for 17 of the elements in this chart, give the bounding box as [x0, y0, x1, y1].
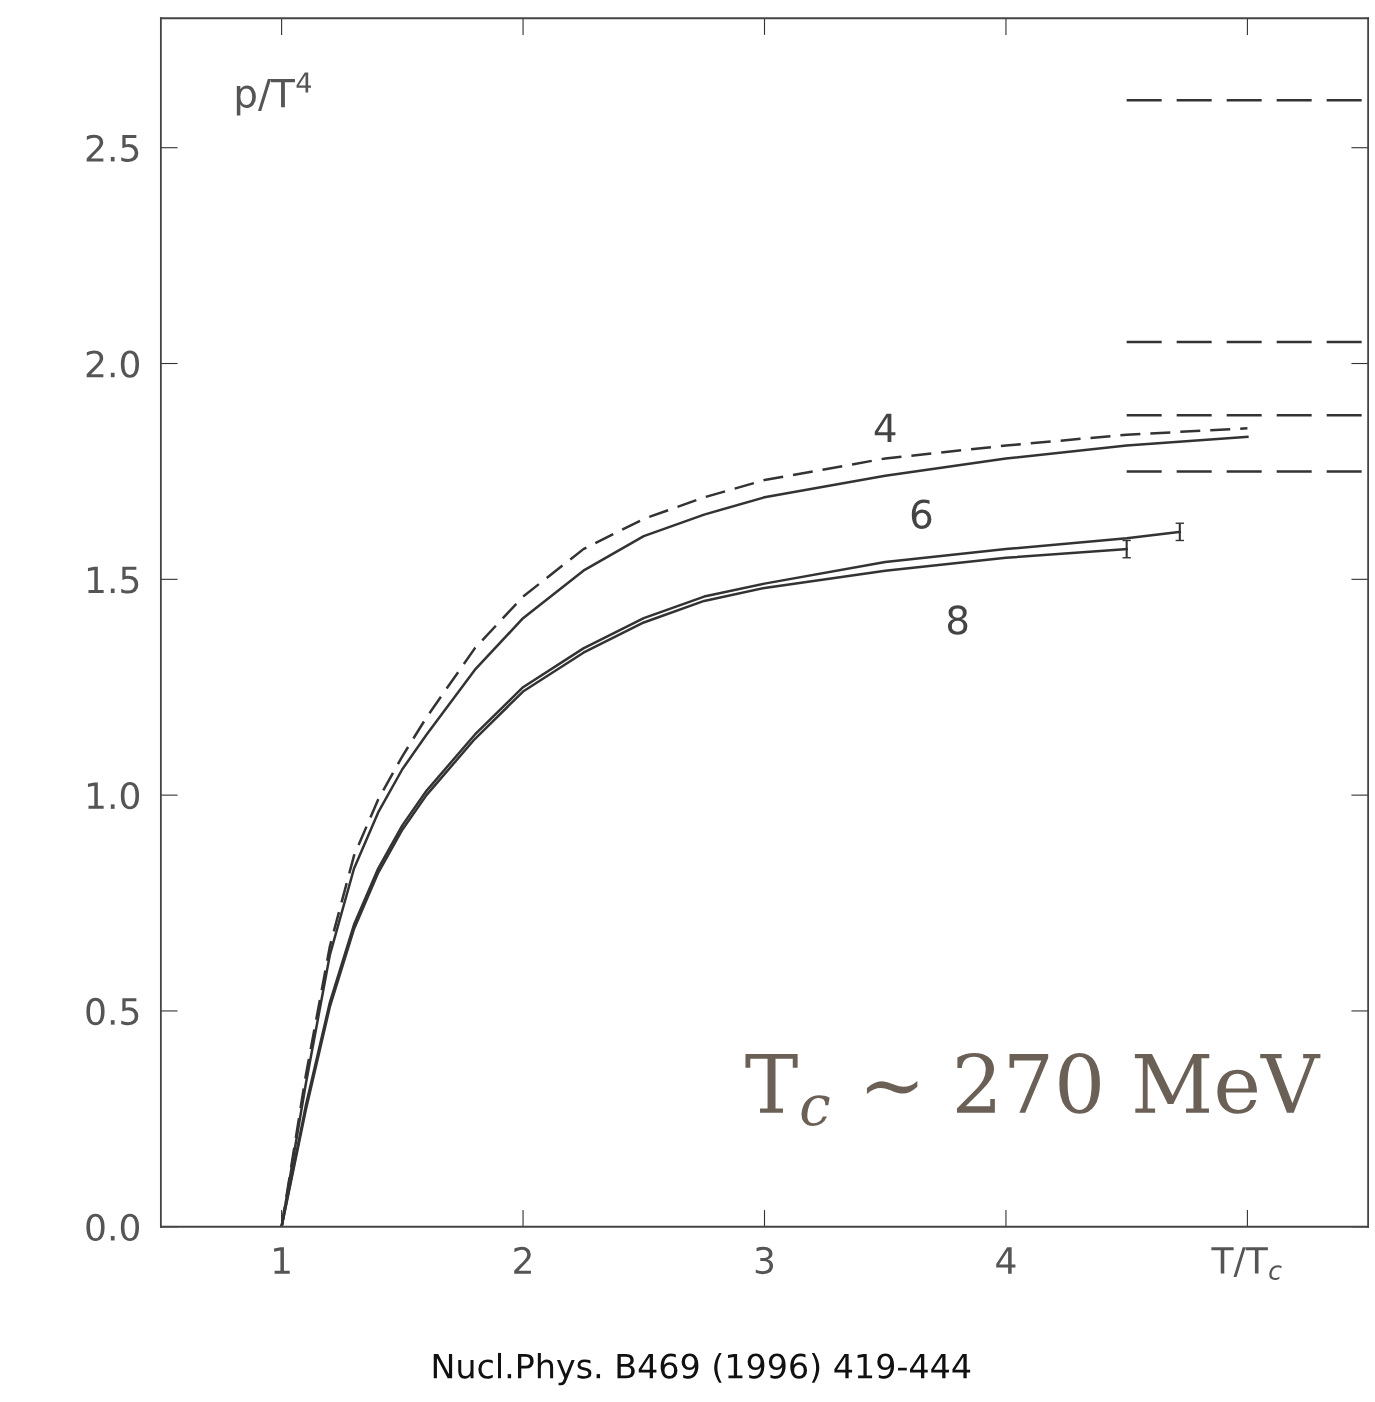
annotation: T$_{c}$ ~ 270 MeV	[745, 1052, 1321, 1127]
series-label: 6	[911, 499, 932, 529]
y-tick-label: 1.0	[87, 782, 140, 810]
y-tick-label: 0.5	[86, 997, 139, 1026]
y-tick-label: 2.5	[86, 134, 139, 162]
x-tick-label: 2	[514, 1246, 531, 1274]
series-label: 4	[874, 413, 896, 443]
x-tick-label: T/T$_{c}$	[1211, 1247, 1282, 1280]
y-tick-label: 0.0	[86, 1213, 140, 1241]
text: Nucl.Phys. B469 (1996) 419-444	[433, 1352, 971, 1386]
y-axis-title: p/T$^{4}$	[236, 72, 312, 116]
y-tick-label: 1.5	[87, 566, 139, 594]
x-tick-label: 3	[755, 1246, 774, 1275]
x-tick-label: 4	[996, 1247, 1016, 1274]
y-tick-label: 2.0	[86, 350, 140, 378]
series-label: 8	[947, 605, 968, 635]
x-tick-label: 1	[274, 1247, 290, 1274]
